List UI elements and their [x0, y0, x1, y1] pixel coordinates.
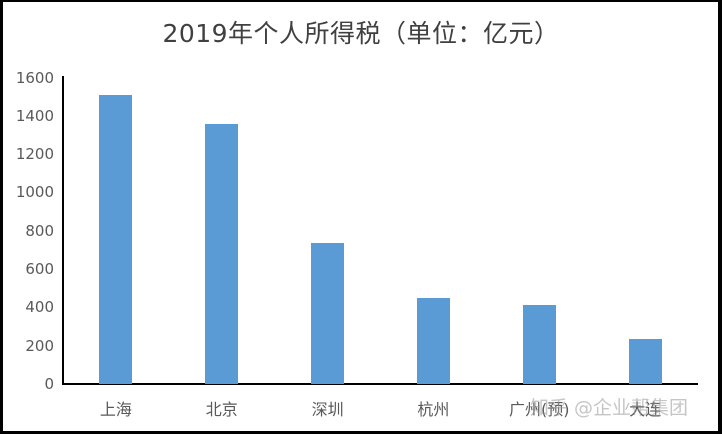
bar	[311, 243, 345, 384]
x-tick-label: 广州(预)	[509, 400, 570, 419]
bar	[628, 338, 662, 384]
bar	[99, 95, 133, 384]
bar	[522, 304, 556, 384]
y-tick-label: 800	[25, 221, 54, 240]
bar	[416, 297, 450, 384]
y-tick-label: 600	[25, 260, 54, 279]
y-tick-label: 1400	[15, 106, 54, 125]
y-tick-label: 400	[25, 298, 54, 317]
x-tick-label: 杭州	[417, 400, 450, 419]
x-tick-label: 上海	[99, 400, 132, 419]
x-axis-line	[62, 383, 698, 385]
y-tick-label: 1200	[15, 145, 54, 164]
watermark: 知乎 @企业帮集团	[530, 397, 689, 419]
y-tick-label: 1000	[15, 183, 54, 202]
y-tick-label: 1600	[15, 68, 54, 87]
x-tick-label: 深圳	[311, 400, 344, 419]
y-axis-line	[62, 76, 64, 385]
x-tick-label: 北京	[205, 400, 238, 419]
bar	[205, 124, 239, 384]
chart-title: 2019年个人所得税（单位：亿元）	[162, 19, 560, 48]
x-tick-label: 大连	[629, 400, 662, 419]
y-tick-label: 0	[44, 375, 54, 393]
y-tick-label: 200	[25, 336, 54, 355]
